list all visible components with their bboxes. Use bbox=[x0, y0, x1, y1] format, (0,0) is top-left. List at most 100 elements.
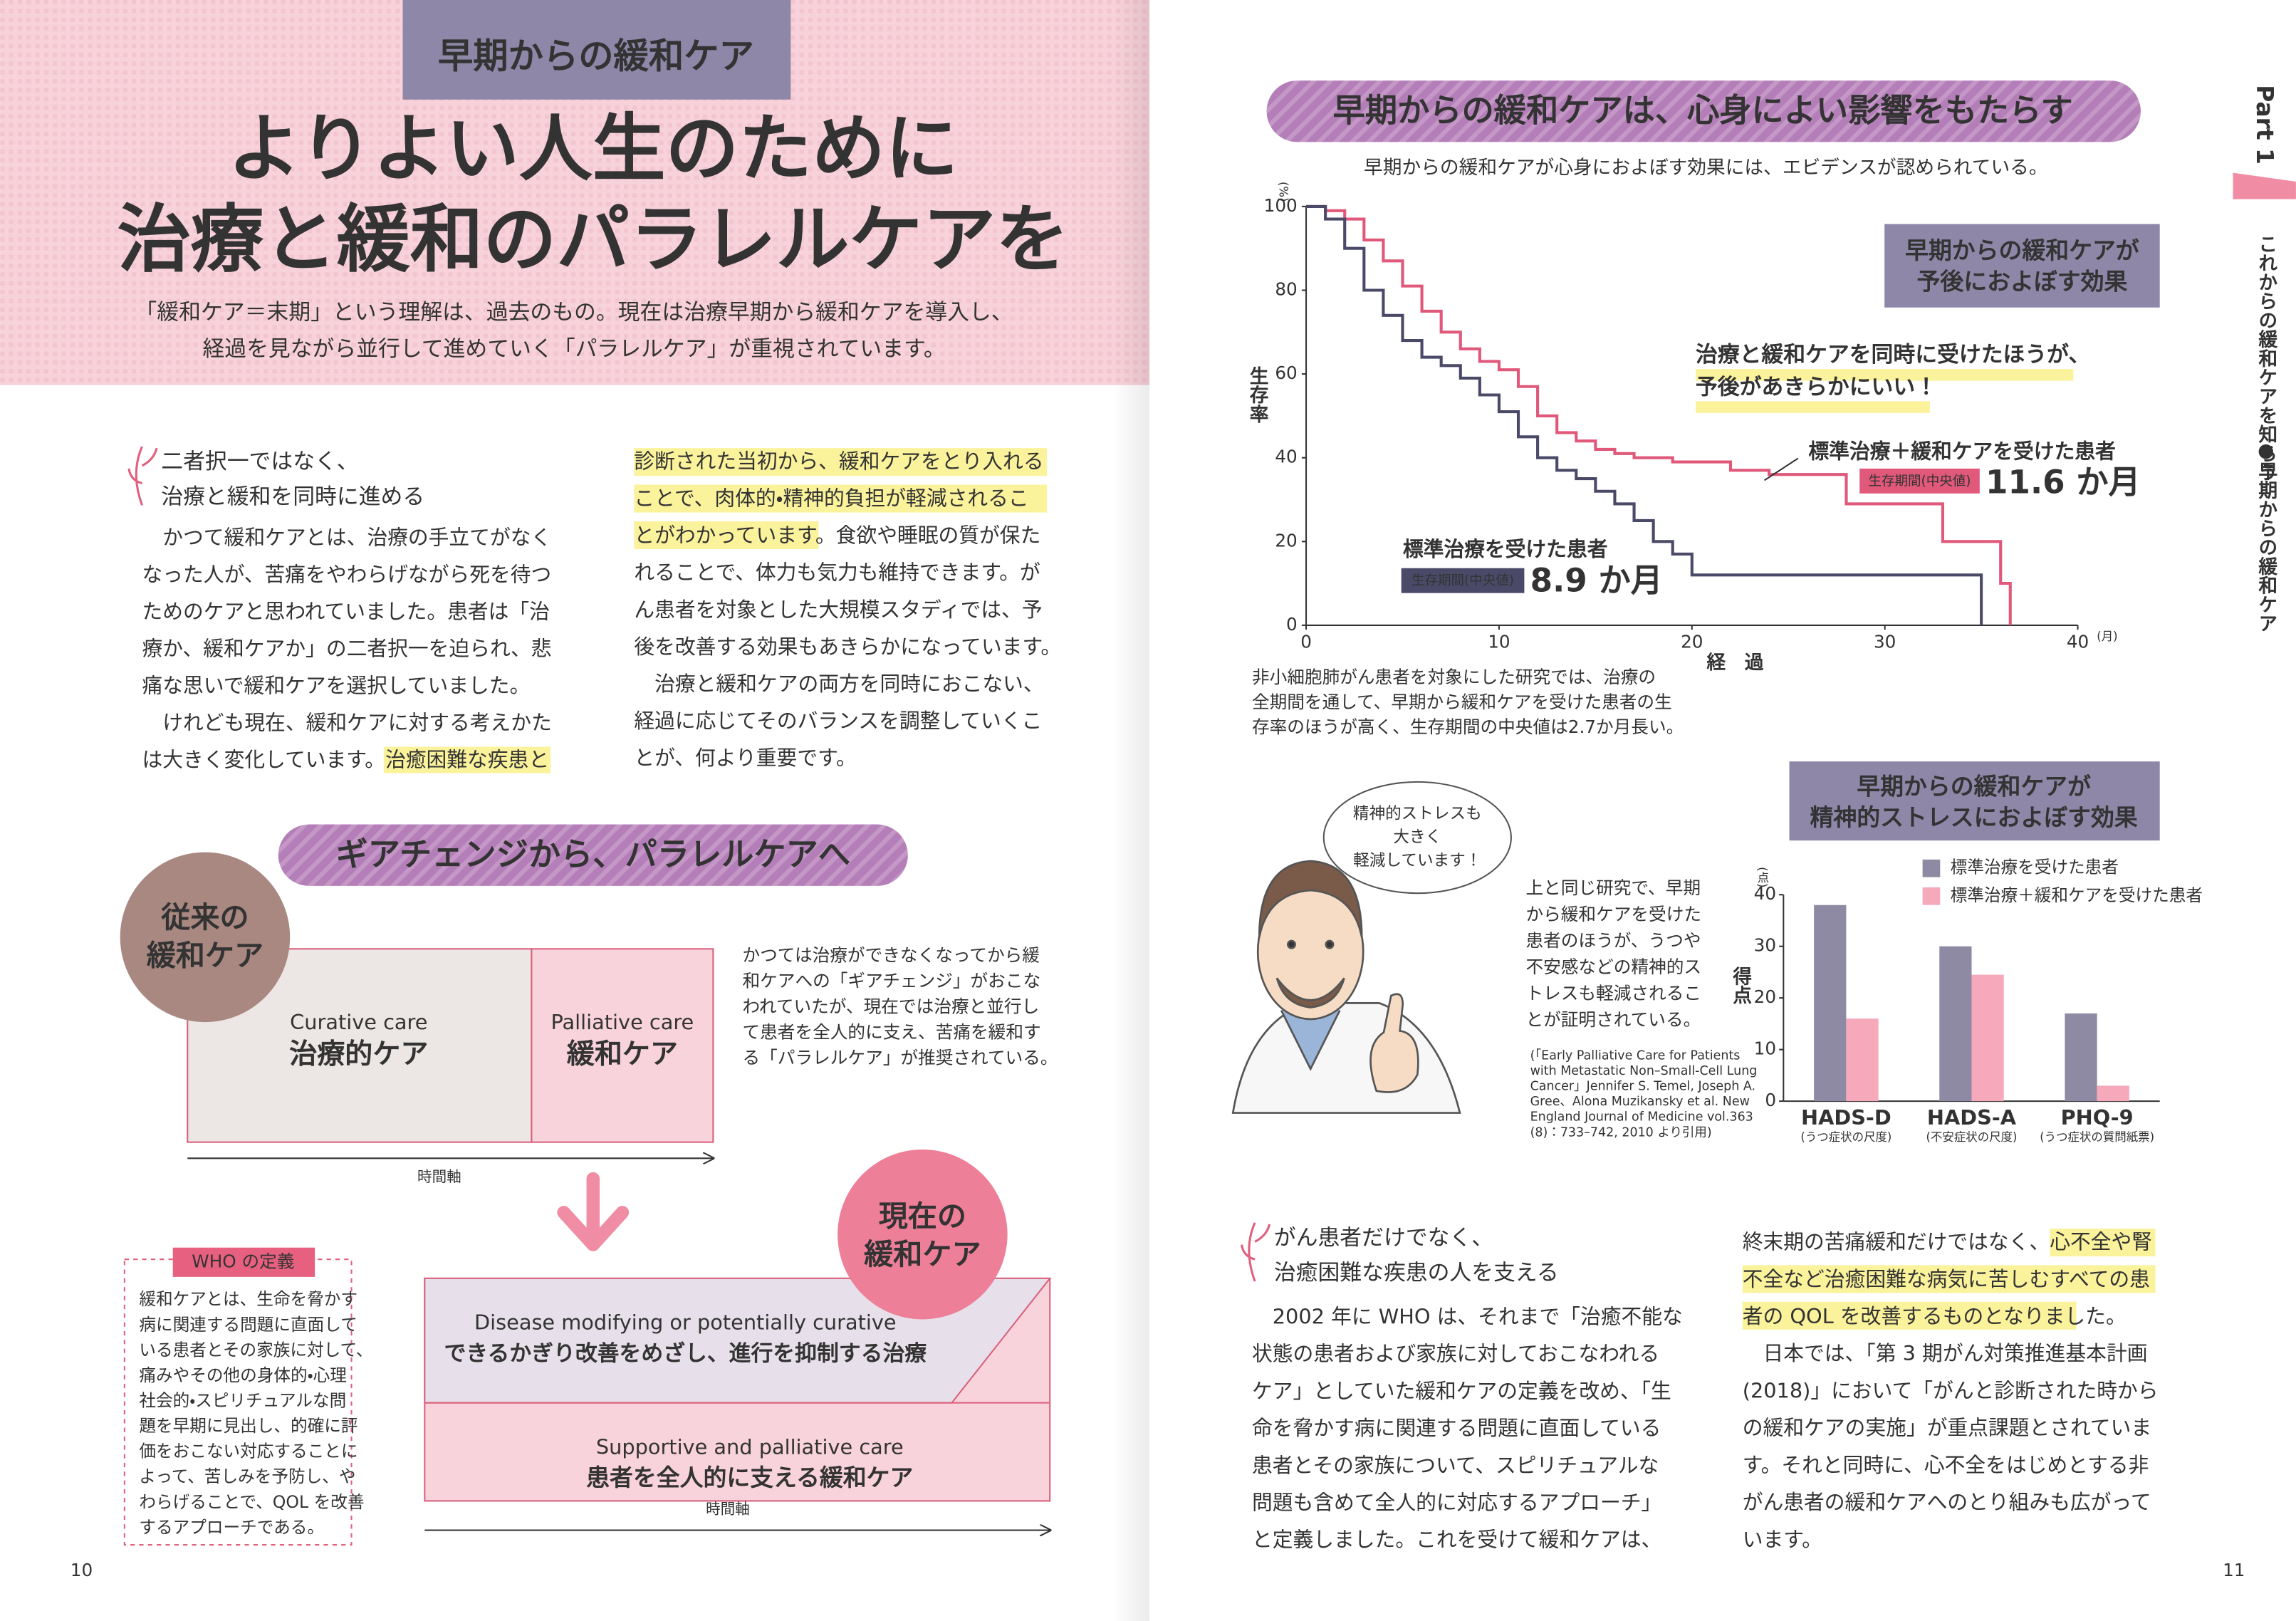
doctor-illustration bbox=[1231, 860, 1461, 1114]
reference: Cancer」Jennifer S. Temel, Joseph A. bbox=[1530, 1080, 1755, 1094]
study-text: トレスも軽減されるこ bbox=[1525, 983, 1701, 1004]
fold-shadow bbox=[1112, 0, 1150, 1621]
body-text: 命を脅かす病に関連する問題に直面している bbox=[1252, 1416, 1661, 1440]
reference: England Journal of Medicine vol.363 bbox=[1530, 1110, 1753, 1125]
body-text: 痛な思いで緩和ケアを選択していました。 bbox=[142, 674, 531, 698]
legend-swatch bbox=[1922, 887, 1941, 905]
bar bbox=[2065, 1013, 2097, 1102]
body-text: 治療と緩和ケアの両方を同時におこない、 bbox=[634, 672, 1043, 696]
tag: 早期からの緩和ケア bbox=[438, 36, 754, 77]
label-en: Curative care bbox=[290, 1010, 427, 1034]
caption: 存率のほうが高く、生存期間の中央値は2.7か月長い。 bbox=[1252, 716, 1684, 737]
body-text: とがわかっています。食欲や睡眠の質が保た bbox=[634, 523, 1040, 548]
chart-box-title: 早期からの緩和ケアが bbox=[1905, 236, 2139, 264]
median-box bbox=[1401, 568, 1525, 593]
body-text: ためのケアと思われていました。患者は「治 bbox=[142, 600, 550, 624]
side-text: ●早期からの緩和ケア bbox=[2255, 439, 2277, 632]
y-tick-label: 40 bbox=[1754, 883, 1776, 904]
body-text: の緩和ケアの実施」が重点課題とされていま bbox=[1743, 1416, 2151, 1440]
page-number: 10 bbox=[71, 1560, 93, 1580]
x-tick-label: 40 bbox=[2067, 632, 2089, 652]
series-label: 標準治療を受けた患者 bbox=[1403, 537, 1608, 561]
y-tick-label: 40 bbox=[1275, 447, 1297, 467]
sprig bbox=[1241, 1222, 1271, 1282]
y-tick-label: 30 bbox=[1754, 935, 1776, 956]
body-text: す。それと同時に、心不全をはじめとする非 bbox=[1743, 1453, 2149, 1477]
legend-label: 標準治療を受けた患者 bbox=[1951, 858, 2119, 877]
who-text: 病に関連する問題に直面して bbox=[139, 1315, 357, 1335]
y-tick-label: 80 bbox=[1275, 279, 1297, 300]
bubble-text: 精神的ストレスも bbox=[1353, 805, 1482, 823]
lead: 経過を見ながら並行して進めていく「パラレルケア」が重視されています。 bbox=[202, 336, 945, 362]
note: る「パラレルケア」が推奨されている。 bbox=[742, 1047, 1058, 1068]
category-note: (不安症状の尺度) bbox=[1926, 1130, 2018, 1144]
body-text: 経過に応じてそのバランスを調整していくこ bbox=[634, 709, 1042, 733]
chart-box bbox=[1789, 761, 2160, 841]
chart-box-title: 予後におよぼす効果 bbox=[1916, 267, 2127, 295]
x-tick-label: PHQ-9 bbox=[2061, 1105, 2134, 1130]
body-text: 問題も含めて全人的に対応するアプローチ」 bbox=[1252, 1491, 1661, 1515]
label-en: Palliative care bbox=[551, 1010, 694, 1034]
body-text: ん患者を対象とした大規模スタディでは、予 bbox=[634, 598, 1042, 622]
y-tick-label: 20 bbox=[1275, 530, 1297, 551]
note: われていたが、現在では治療と並行し bbox=[742, 996, 1039, 1017]
who-text: わらげることで、QOL を改善 bbox=[139, 1492, 364, 1512]
body-text: (2018)」において「がんと診断された時から bbox=[1743, 1378, 2159, 1402]
body-text: ケア」としていた緩和ケアの定義を改め、「生 bbox=[1252, 1379, 1671, 1403]
reference: Gree、Alona Muzikansky et al. New bbox=[1530, 1095, 1750, 1109]
body-text: 終末期の苦痛緩和だけではなく、心不全や腎 bbox=[1743, 1230, 2152, 1254]
body-text: れることで、体力も気力も維持できます。が bbox=[634, 561, 1040, 585]
median-value: 8.9 か月 bbox=[1530, 561, 1663, 599]
badge bbox=[120, 852, 291, 1023]
body-text: けれども現在、緩和ケアに対する考えかた bbox=[142, 711, 552, 735]
study-text: から緩和ケアを受けた bbox=[1525, 904, 1701, 924]
who-text: 痛みやその他の身体的・心理 bbox=[139, 1365, 347, 1385]
body-text: 者の QOL を改善するものとなりました。 bbox=[1743, 1304, 2127, 1328]
subtitle: 早期からの緩和ケアが心身におよぼす効果には、エビデンスが認められている。 bbox=[1364, 157, 2048, 179]
label-en: Supportive and palliative care bbox=[596, 1434, 904, 1459]
study-text: 不安感などの精神的ス bbox=[1525, 957, 1701, 977]
highlight bbox=[634, 484, 1048, 513]
x-tick-label: 0 bbox=[1300, 632, 1312, 652]
y-tick-label: 10 bbox=[1754, 1038, 1776, 1059]
side-tab bbox=[2233, 172, 2296, 199]
page-title: よりよい人生のために bbox=[228, 107, 959, 192]
highlight bbox=[1742, 1301, 2077, 1330]
bar bbox=[1846, 1018, 1879, 1102]
body-text: 2002 年に WHO は、それまで「治癒不能な bbox=[1252, 1304, 1683, 1328]
section-heading: がん患者だけでなく、 bbox=[1274, 1225, 1493, 1251]
axis-label: 時間軸 bbox=[417, 1168, 461, 1185]
banner bbox=[1266, 80, 2141, 142]
study-text: 患者のほうが、うつや bbox=[1525, 930, 1701, 951]
caption: 非小細胞肺がん患者を対象にした研究では、治療の bbox=[1252, 667, 1656, 687]
bubble-text: 大きく bbox=[1393, 828, 1441, 847]
body-text: とが、何より重要です。 bbox=[634, 746, 856, 770]
body-text: は大きく変化しています。治癒困難な疾患と bbox=[142, 748, 550, 772]
annotation: 予後があきらかにいい！ bbox=[1696, 374, 1937, 400]
body-text: なった人が、苦痛をやわらげながら死を待つ bbox=[142, 563, 552, 587]
median-box bbox=[1859, 468, 1980, 494]
axis-unit: (月) bbox=[2097, 630, 2117, 643]
badge-text: 従来の bbox=[160, 900, 249, 934]
badge-text: 現在の bbox=[879, 1199, 966, 1234]
median-value: 11.6 か月 bbox=[1985, 464, 2141, 501]
who-label-bg bbox=[172, 1247, 315, 1277]
axis-unit: (点) bbox=[1755, 867, 1769, 887]
body-text: 状態の患者および家族に対しておこなわれる bbox=[1252, 1342, 1659, 1366]
body-text: います。 bbox=[1743, 1527, 1822, 1551]
bubble-text: 軽減しています！ bbox=[1353, 851, 1481, 870]
body-text: 患者とその家族について、スピリチュアルな bbox=[1252, 1453, 1659, 1477]
axis-title: 経 過 bbox=[1706, 652, 1763, 674]
series-label: 標準治療＋緩和ケアを受けた患者 bbox=[1808, 439, 2116, 463]
axis-title: 生存率 bbox=[1246, 366, 1268, 424]
label-ja: できるかぎり改善をめざし、進行を抑制する治療 bbox=[444, 1340, 927, 1366]
axis-unit: (%) bbox=[1277, 182, 1290, 202]
banner-text: 早期からの緩和ケアは、心身によい影響をもたらす bbox=[1333, 91, 2073, 129]
section-heading: 二者択一ではなく、 bbox=[161, 449, 358, 474]
median-label: 生存期間(中央値) bbox=[1869, 474, 1971, 489]
highlight bbox=[383, 746, 551, 773]
legend-label: 標準治療＋緩和ケアを受けた患者 bbox=[1951, 885, 2203, 905]
y-tick-label: 60 bbox=[1275, 363, 1297, 383]
median-label: 生存期間(中央値) bbox=[1411, 573, 1514, 588]
